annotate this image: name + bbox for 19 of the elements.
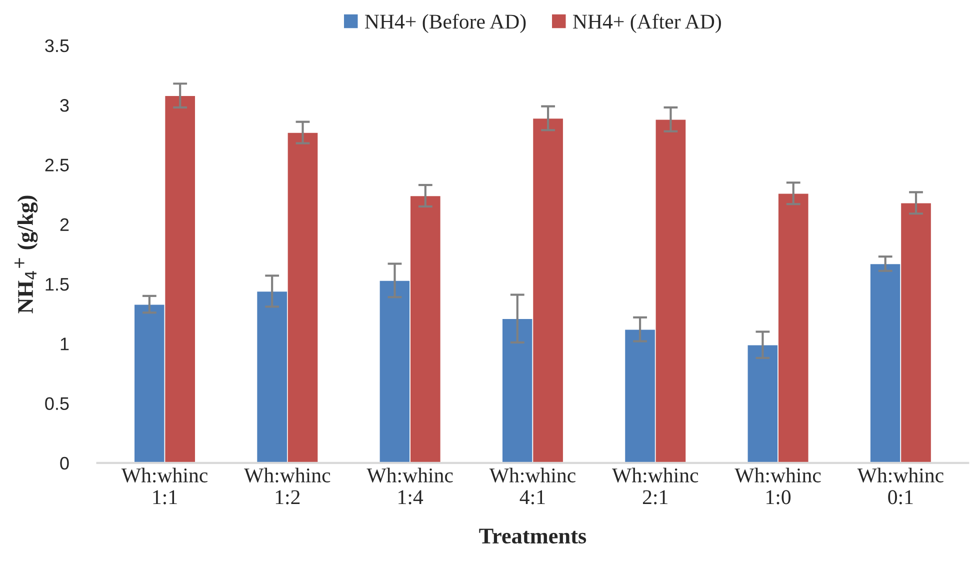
x-tick-label: Wh:whinc 1:1 [121, 468, 208, 504]
x-axis-title: Treatments [479, 528, 586, 544]
legend-label: NH4+ (Before AD) [365, 14, 526, 33]
x-tick-label: Wh:whinc 2:1 [612, 468, 698, 504]
y-tick-label: 3 [60, 99, 69, 112]
y-axis-title: NH$_{4}$$^{+}$ (g/kg) [14, 196, 38, 314]
x-tick-label: Wh:whinc 4:1 [489, 468, 576, 504]
y-tick-label: 3.5 [45, 39, 69, 52]
x-tick-label: Wh:whinc 1:2 [244, 468, 330, 504]
y-tick-label: 1.5 [46, 278, 69, 291]
y-tick-label: 2 [60, 218, 69, 231]
legend-label: NH4+ (After AD) [573, 14, 721, 33]
y-tick-label: 2.5 [45, 158, 69, 172]
y-tick-label: 0 [60, 456, 69, 470]
y-tick-label: 1 [60, 338, 69, 350]
x-tick-label: Wh:whinc 0:1 [857, 468, 944, 504]
y-tick-label: 0.5 [45, 397, 69, 410]
x-tick-label: Wh:whinc 1:4 [366, 468, 453, 504]
x-tick-label: Wh:whinc 1:0 [734, 468, 821, 504]
